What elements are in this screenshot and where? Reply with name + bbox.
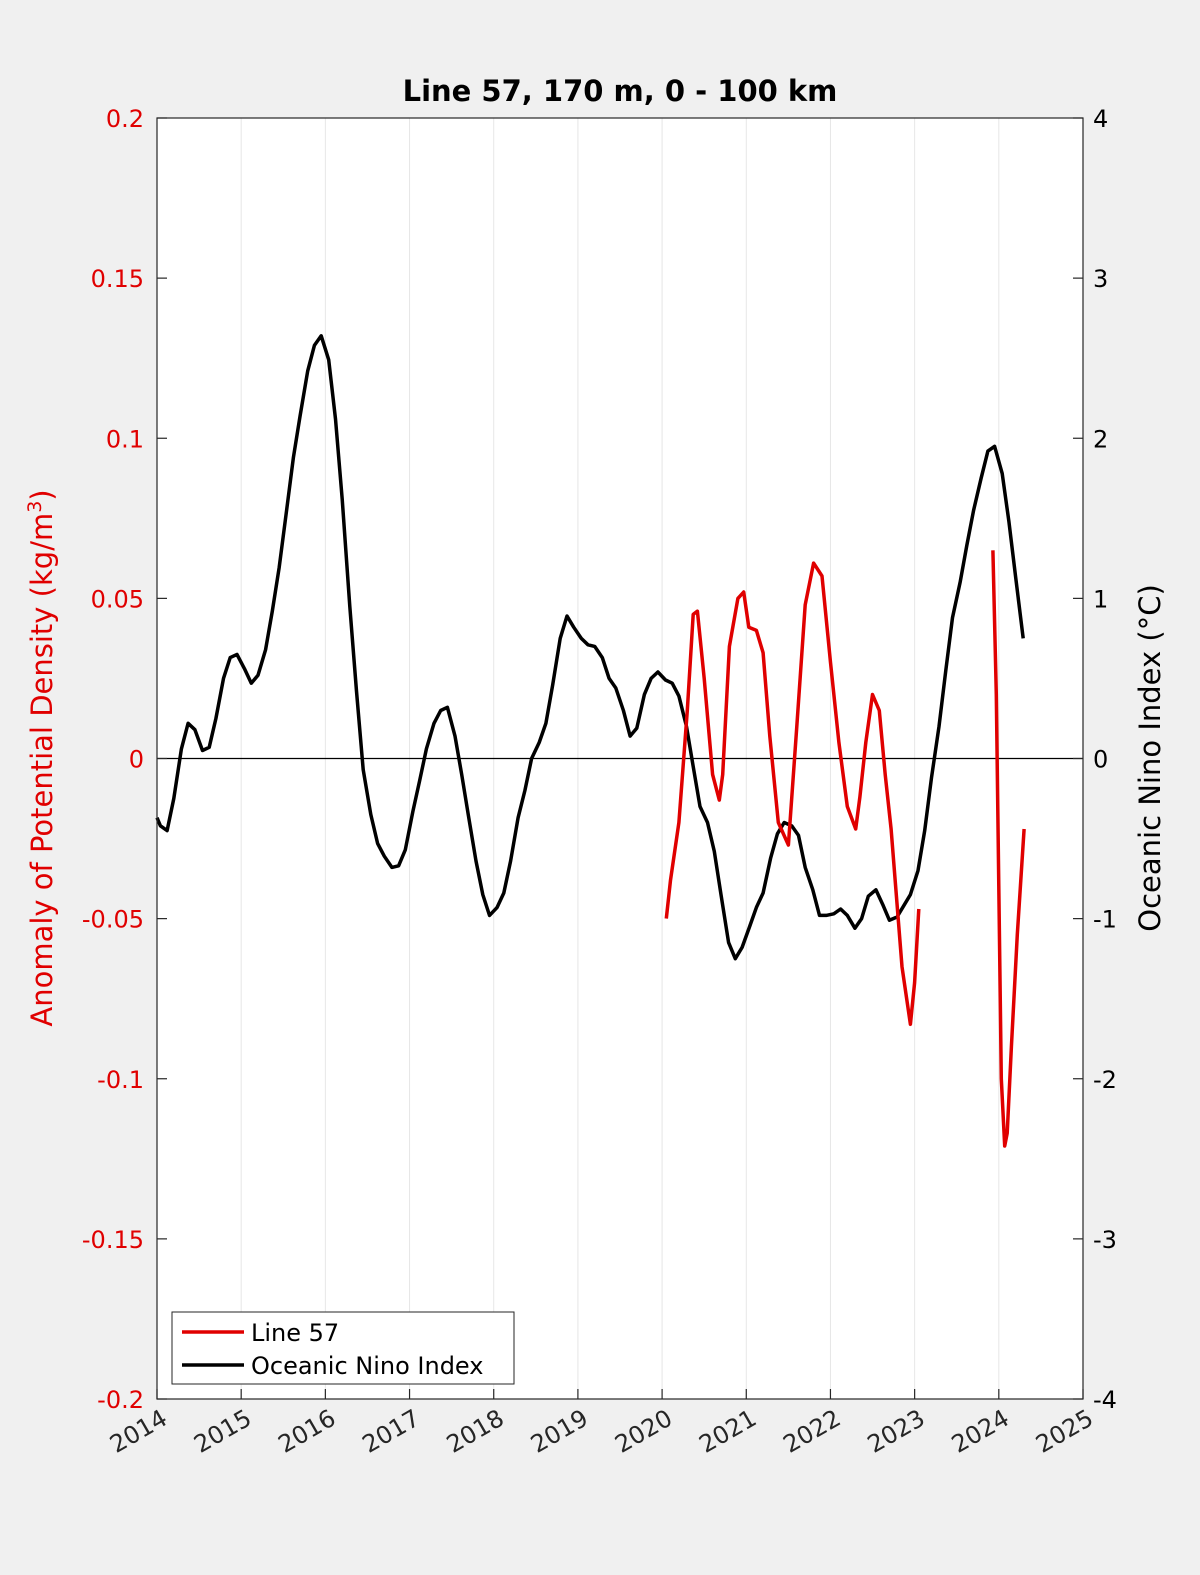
y-right-tick-label: 3 — [1093, 265, 1108, 293]
y-left-tick-label: 0.15 — [91, 265, 144, 293]
y-left-tick-label: 0.05 — [91, 585, 144, 613]
legend-label-line-57: Line 57 — [251, 1319, 339, 1347]
y-left-axis-title-end: ) — [25, 489, 59, 500]
y-left-axis-title-sup: 3 — [24, 501, 46, 513]
y-left-tick-label: 0 — [129, 746, 144, 774]
y-right-tick-label: -1 — [1093, 906, 1117, 934]
y-right-tick-label: 1 — [1093, 585, 1108, 613]
series-line-oceanic-nino-index-segment-1 — [155, 334, 1025, 961]
y-right-tick-label: -4 — [1093, 1386, 1117, 1414]
y-left-tick-label: 0.1 — [106, 425, 144, 453]
chart-title: Line 57, 170 m, 0 - 100 km — [403, 74, 838, 108]
legend: Line 57 Oceanic Nino Index — [171, 1311, 515, 1385]
series-line-line-57-segment-1 — [664, 561, 921, 1027]
legend-label-oni: Oceanic Nino Index — [251, 1352, 483, 1380]
y-left-axis-title-main: Anomaly of Potential Density (kg/m — [25, 513, 59, 1027]
series-line-line-57-segment-2 — [991, 550, 1026, 1148]
y-right-tick-label: 4 — [1093, 105, 1108, 133]
y-left-axis-title: Anomaly of Potential Density (kg/m3) — [24, 489, 59, 1026]
y-left-tick-label: 0.2 — [106, 105, 144, 133]
y-left-tick-label: -0.1 — [97, 1066, 144, 1094]
y-right-tick-label: 2 — [1093, 425, 1108, 453]
y-left-tick-label: -0.2 — [97, 1386, 144, 1414]
y-left-tick-label: -0.15 — [82, 1226, 144, 1254]
y-right-axis-title: Oceanic Nino Index (°C) — [1133, 584, 1167, 932]
series-layer — [155, 334, 1026, 1148]
y-left-tick-label: -0.05 — [82, 906, 144, 934]
y-right-tick-label: -2 — [1093, 1066, 1117, 1094]
y-right-tick-label: 0 — [1093, 746, 1108, 774]
legend-box — [171, 1311, 515, 1385]
y-right-tick-label: -3 — [1093, 1226, 1117, 1254]
